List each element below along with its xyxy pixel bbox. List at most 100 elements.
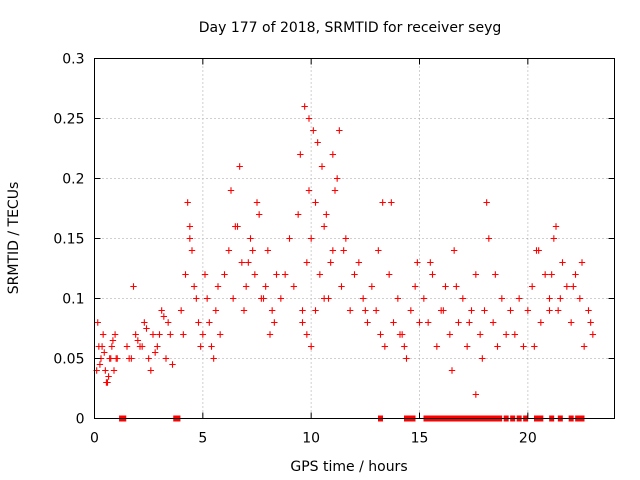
data-point [312,199,319,206]
x-tick-label: 0 [90,431,99,447]
data-point [290,283,298,290]
data-point [299,307,306,314]
data-point [414,259,421,266]
data-point [262,283,269,290]
data-point [589,331,597,338]
data-point [323,211,330,218]
data-point [310,127,317,134]
data-point [489,319,497,326]
data-point [125,355,133,362]
data-point [273,271,280,278]
data-point [572,271,579,278]
x-tick-label: 20 [519,431,537,447]
data-point [143,325,150,332]
data-point [229,295,237,302]
data-point [531,343,538,350]
data-point [320,223,328,230]
x-axis-title: GPS time / hours [290,459,407,475]
data-point [535,247,542,254]
data-point [587,319,594,326]
data-point [182,271,189,278]
data-point [375,247,382,254]
data-point [442,283,449,290]
data-point [210,355,217,362]
data-point [459,295,467,302]
data-point [303,259,311,266]
axis-ticks: 0 5 10 15 20 0 0.05 0.1 0.15 0.2 0.25 0.3 [53,52,615,447]
data-point [559,259,566,266]
data-point [557,295,564,302]
data-point [318,163,326,170]
data-point [396,331,404,338]
data-point [403,355,410,362]
data-point [483,199,490,206]
x-tick-label: 15 [411,431,429,447]
data-point [381,343,389,350]
data-point [329,151,337,158]
data-point [479,355,486,362]
data-point [541,271,549,278]
data-point [368,283,376,290]
y-tick-label: 0 [76,412,85,428]
data-point [238,259,246,266]
data-point [180,331,187,338]
data-points [93,103,597,422]
data-point [141,319,148,326]
data-point [208,343,215,350]
data-point [307,343,315,350]
data-point [550,235,558,242]
data-point [266,331,274,338]
data-point [154,343,161,350]
data-point [385,271,393,278]
data-point [268,307,276,314]
data-point [463,343,471,350]
y-tick-label: 0.25 [53,112,84,128]
data-point [98,343,106,350]
plot-frame [94,58,615,419]
data-point [132,331,139,338]
data-point [355,259,363,266]
y-tick-label: 0.15 [53,232,84,248]
data-point [134,337,142,344]
data-point [212,307,220,314]
data-point [372,307,380,314]
data-point [336,127,343,134]
data-point [227,187,235,194]
data-point [177,307,185,314]
data-point [327,259,334,266]
data-point [214,283,222,290]
x-tick-label: 5 [198,431,207,447]
y-tick-label: 0.1 [62,292,84,308]
data-point [184,199,191,206]
data-point [351,271,358,278]
data-point [197,343,204,350]
x-tick-label: 10 [302,431,320,447]
data-point [299,319,306,326]
data-point [240,307,248,314]
data-point [149,331,157,338]
data-point [107,355,114,362]
data-point [186,235,194,242]
data-point [123,343,131,350]
data-point [524,307,532,314]
data-point [537,319,545,326]
data-point [305,187,313,194]
data-point [169,361,176,368]
data-point [468,307,475,314]
data-point [416,319,423,326]
data-point [570,283,577,290]
data-point [199,331,207,338]
data-point [303,331,311,338]
data-point [297,151,304,158]
data-point [201,271,209,278]
data-point [563,283,571,290]
data-point [578,259,586,266]
data-point [520,343,527,350]
data-point [114,355,121,362]
data-point [316,271,324,278]
data-point [450,247,458,254]
y-tick-label: 0.2 [62,172,84,188]
data-point [247,235,254,242]
data-point [485,235,493,242]
data-point [552,223,560,230]
